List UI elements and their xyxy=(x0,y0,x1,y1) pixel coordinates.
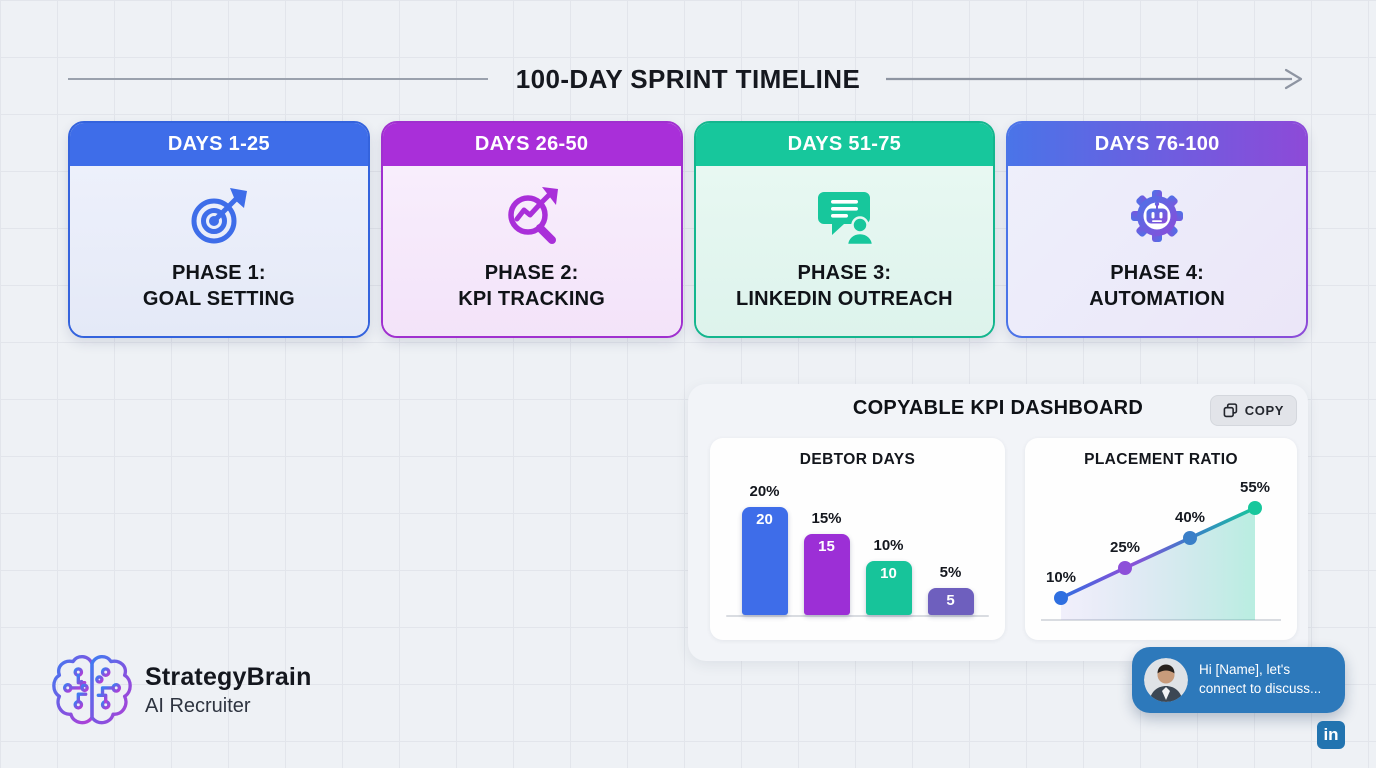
phase-3-title-line2: LINKEDIN OUTREACH xyxy=(736,288,953,310)
phase-card-4: DAYS 76-100 xyxy=(1006,121,1308,338)
line-point-label: 10% xyxy=(1046,569,1076,586)
bar-value-label: 20 xyxy=(756,511,773,528)
timeline-arrow-right-icon xyxy=(886,68,1303,90)
bar-value-label: 15 xyxy=(818,538,835,555)
copy-button[interactable]: COPY xyxy=(1209,395,1297,426)
line-point xyxy=(1183,531,1197,545)
bar-chart-title: DEBTOR DAYS xyxy=(799,451,916,468)
line-point-label: 40% xyxy=(1175,509,1205,526)
phase-4-title-line1: PHASE 4: xyxy=(1110,261,1205,284)
debtor-days-chart-card: DEBTOR DAYS 20% 20 15% 15 10% 10 5% 5 xyxy=(710,438,1005,640)
bar-column-1: 20% 20 xyxy=(741,483,788,615)
bar-column-3: 10% 10 xyxy=(865,537,912,615)
brand-text-block: StrategyBrain AI Recruiter xyxy=(145,663,312,718)
phase-1-title-line1: PHASE 1: xyxy=(171,261,266,284)
copy-icon xyxy=(1223,403,1237,418)
target-bullseye-icon xyxy=(191,187,247,244)
gear-robot-icon xyxy=(1131,189,1184,242)
linkedin-icon[interactable]: in xyxy=(1317,721,1345,749)
phase-card-3: DAYS 51-75 PHASE 3: LINKEDIN OUTREACH xyxy=(693,121,996,338)
timeline-line-left xyxy=(68,78,488,80)
phase-2-title-line2: KPI TRACKING xyxy=(458,288,606,310)
chat-message-text: Hi [Name], let's connect to discuss... xyxy=(1199,662,1322,696)
bar: 20 xyxy=(741,507,788,615)
phase-2-days-badge: DAYS 26-50 xyxy=(382,123,681,166)
bar: 15 xyxy=(803,534,850,615)
line-point-label: 25% xyxy=(1110,539,1140,556)
line-point xyxy=(1248,501,1262,515)
placement-ratio-chart-card: PLACEMENT RATIO 10% 25% 40% 55% xyxy=(1025,438,1297,640)
chat-person-icon xyxy=(818,191,875,246)
phase-3-title-line1: PHASE 3: xyxy=(797,261,892,284)
brand-name: StrategyBrain xyxy=(145,662,312,691)
phase-2-title: PHASE 2: KPI TRACKING xyxy=(458,260,605,313)
phase-3-days-badge: DAYS 51-75 xyxy=(695,123,994,166)
bar-column-2: 15% 15 xyxy=(803,510,850,615)
bar-percent-label: 20% xyxy=(749,483,780,500)
bar: 5 xyxy=(927,588,974,615)
chat-message-bubble[interactable]: Hi [Name], let's connect to discuss... xyxy=(1132,647,1345,713)
line-point xyxy=(1118,561,1132,575)
phase-4-body: PHASE 4: AUTOMATION xyxy=(1008,166,1306,336)
phase-1-title: PHASE 1: GOAL SETTING xyxy=(143,260,295,313)
linkedin-icon-label: in xyxy=(1323,725,1339,744)
phase-card-1: DAYS 1-25 PHASE 1: GOAL SETTING xyxy=(68,121,370,338)
phase-4-title: PHASE 4: AUTOMATION xyxy=(1089,260,1225,313)
brand-footer: StrategyBrain AI Recruiter xyxy=(52,650,312,730)
phase-2-title-line1: PHASE 2: xyxy=(484,261,579,284)
phase-3-title: PHASE 3: LINKEDIN OUTREACH xyxy=(736,260,953,313)
copy-button-label: COPY xyxy=(1244,403,1284,418)
bar-value-label: 5 xyxy=(946,592,955,609)
magnifier-trend-icon xyxy=(507,186,558,244)
bar-percent-label: 10% xyxy=(873,537,904,554)
bar: 10 xyxy=(865,561,912,615)
avatar xyxy=(1144,658,1188,702)
line-chart-svg: 10% 25% 40% 55% xyxy=(1041,479,1281,621)
bar-percent-label: 15% xyxy=(811,510,842,527)
strategybrain-logo-brain-icon xyxy=(52,655,132,725)
bar-chart-baseline xyxy=(726,615,989,617)
phase-cards-row: DAYS 1-25 PHASE 1: GOAL SETTING DAYS 26-… xyxy=(68,121,1308,338)
phase-card-2: DAYS 26-50 PHASE 2: KPI TRACKING xyxy=(380,121,683,338)
phase-1-body: PHASE 1: GOAL SETTING xyxy=(70,166,368,336)
phase-2-body: PHASE 2: KPI TRACKING xyxy=(382,166,681,336)
line-point-label: 55% xyxy=(1240,479,1270,496)
phase-1-days-badge: DAYS 1-25 xyxy=(70,123,368,166)
bar-column-4: 5% 5 xyxy=(927,564,974,615)
line-chart-title: PLACEMENT RATIO xyxy=(1084,451,1238,468)
phase-4-days-badge: DAYS 76-100 xyxy=(1008,123,1306,166)
line-point xyxy=(1054,591,1068,605)
phase-3-body: PHASE 3: LINKEDIN OUTREACH xyxy=(695,166,994,336)
brand-subtitle: AI Recruiter xyxy=(145,694,251,717)
phase-1-title-line2: GOAL SETTING xyxy=(142,288,295,310)
phase-4-title-line2: AUTOMATION xyxy=(1089,288,1225,310)
bar-percent-label: 5% xyxy=(939,564,962,581)
dashboard-title: COPYABLE KPI DASHBOARD xyxy=(852,397,1144,419)
page-title: 100-DAY SPRINT TIMELINE xyxy=(515,64,861,94)
bar-value-label: 10 xyxy=(880,565,897,582)
kpi-dashboard-panel: COPYABLE KPI DASHBOARD COPY DEBTOR DAYS … xyxy=(688,384,1308,661)
bar-chart-plot: 20% 20 15% 15 10% 10 5% 5 xyxy=(710,483,1005,615)
